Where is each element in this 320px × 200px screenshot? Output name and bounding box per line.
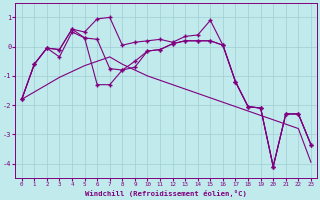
X-axis label: Windchill (Refroidissement éolien,°C): Windchill (Refroidissement éolien,°C) [85,190,247,197]
